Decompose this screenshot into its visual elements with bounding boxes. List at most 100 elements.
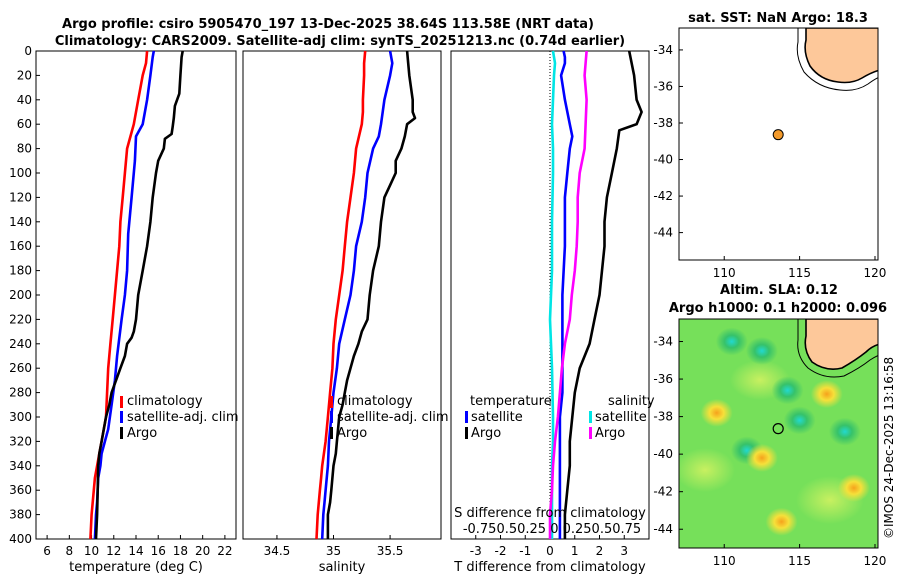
main-title-line2: Climatology: CARS2009. Satellite-adj cli… [55,34,625,49]
sla-map-subtitle: Argo h1000: 0.1 h2000: 0.096 [669,301,887,316]
sst-map-title: sat. SST: NaN Argo: 18.3 [688,11,868,26]
depth-tick-label: 120 [9,190,32,204]
lat-tick-label: -34 [653,335,673,349]
depth-tick-label: 20 [17,68,32,82]
legend-swatch-t-satellite [465,411,468,423]
x-tick-label: 18 [173,544,188,558]
temperature-tick-labels: 6 8 10 12 14 16 18 20 22 [43,535,233,558]
salinity-legend: climatology satellite-adj. clim Argo [330,394,449,441]
sst-map-panel: sat. SST: NaN Argo: 18.3 110 115 120 -34 -36… [653,11,886,280]
legend-swatch-argo [120,427,123,439]
depth-tick-label: 200 [9,288,32,302]
shelf-contour [796,28,878,91]
x-tick-label: 20 [195,544,210,558]
depth-tick-label: 100 [9,166,32,180]
sla-blob-low [715,327,748,356]
x-tick-label: 34.5 [264,544,291,558]
lon-tick-label: 115 [788,266,811,280]
depth-tick-label: 220 [9,312,32,326]
depth-tick-label: 320 [9,434,32,448]
sla-blob-high [810,380,843,409]
legend-label-argo: Argo [127,426,157,441]
argo-float-marker [772,129,784,141]
series-line-satellite-adj-clim [93,50,156,540]
depth-tick-label: 300 [9,410,32,424]
difference-tick-labels: -3 -2 -1 0 1 2 3 [470,535,628,558]
lat-tick-label: -40 [653,447,673,461]
sla-map-title: Altim. SLA: 0.12 [720,283,838,298]
temperature-legend: climatology satellite-adj. clim Argo [120,394,239,441]
depth-tick-label: 240 [9,337,32,351]
series-line-satellite-adj-clim [320,50,394,540]
x-tick-label: 14 [128,544,143,558]
depth-tick-label: 380 [9,508,32,522]
temperature-lines [89,50,184,540]
sla-anomaly-blobs [700,327,870,536]
legend-swatch-s-argo [589,427,592,439]
depth-tick-label: 180 [9,264,32,278]
depth-tick-label: 40 [17,93,32,107]
legend-label-climatology: climatology [337,394,413,409]
legend-label-s-argo: Argo [595,426,625,441]
legend-label-satellite: satellite-adj. clim [127,410,239,425]
lat-tick-label: -44 [653,226,673,240]
legend-swatch-s-satellite [589,411,592,423]
lon-tick-label: 120 [864,266,887,280]
lat-tick-label: -36 [653,79,673,93]
x-tick-label: 35 [326,544,341,558]
sla-map-tick-labels: 110 115 120 -34 -36 -38 -40 -42 -44 [653,335,886,568]
depth-tick-label: 280 [9,386,32,400]
lat-tick-label: -42 [653,485,673,499]
legend-title-temperature: temperature [470,394,552,409]
t-difference-xlabel: T difference from climatology [453,560,646,575]
salinity-axes [242,50,442,540]
x-tick-label: 0 [546,544,554,558]
series-line-climatology [315,50,367,540]
temperature-panel: 0 20 40 60 80 100 120 140 160 180 200 220 240 260 280 3… [9,44,455,575]
salinity-xlabel: salinity [319,560,366,575]
series-line-argo [326,50,417,539]
lat-tick-label: -34 [653,43,673,57]
sla-blob-low [745,336,778,365]
sst-map-tick-labels: 110 115 120 -34 -36 -38 -40 -42 -44 [653,43,886,280]
x-tick-label: 3 [620,544,628,558]
depth-tick-label: 80 [17,142,32,156]
depth-tick-label: 360 [9,483,32,497]
salinity-tick-labels: 34.5 35 35.5 [264,535,403,558]
lon-tick-label: 110 [713,554,736,568]
temperature-xlabel: temperature (deg C) [69,560,203,575]
series-line-climatology [89,50,149,540]
sla-blob-high [700,398,733,427]
sla-blob-high [745,443,778,472]
depth-tick-label: 60 [17,117,32,131]
shelf-contour [797,319,878,378]
x-tick-label: 6 [43,544,51,558]
legend-label-satellite: satellite-adj. clim [337,410,449,425]
sla-lime-patch [679,448,735,492]
temperature-axes [35,50,237,540]
lat-tick-label: -36 [653,372,673,386]
lon-tick-label: 110 [713,266,736,280]
lon-tick-label: 120 [864,554,887,568]
sla-blob-low [771,376,804,405]
x-tick-label: 22 [217,544,232,558]
legend-label-t-satellite: satellite [471,410,523,425]
x-tick-label: 1 [571,544,579,558]
x-tick-label: 10 [84,544,99,558]
timestamp-stamp: ©IMOS 24-Dec-2025 13:16:58 [882,357,896,539]
legend-swatch-t-argo [465,427,468,439]
x-tick-label: 12 [106,544,121,558]
difference-lines [548,50,643,539]
salinity-lines [315,50,417,540]
legend-label-argo: Argo [337,426,367,441]
legend-swatch-climatology [120,396,123,408]
x-tick-label: 16 [151,544,166,558]
legend-label-s-satellite: satellite [595,410,647,425]
salinity-panel: 34.5 35 35.5 salinity climatology satellit… [242,50,449,575]
series-line-t-satellite [558,50,574,539]
x-tick-label: -1 [519,544,531,558]
x-tick-label: 8 [66,544,74,558]
legend-title-salinity: salinity [608,394,655,409]
depth-tick-label: 400 [9,532,32,546]
s-difference-ticks: -0.750.50.25 0 0.250.50.75 [463,522,641,537]
